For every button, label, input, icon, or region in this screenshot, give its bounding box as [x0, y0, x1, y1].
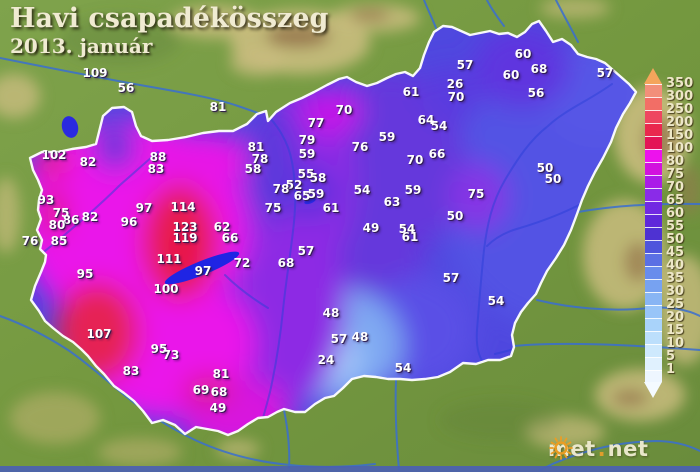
legend-segment	[645, 175, 662, 188]
legend-label: 200	[666, 115, 694, 130]
legend-segment	[645, 97, 662, 110]
sun-icon	[549, 436, 573, 460]
legend-label: 250	[666, 102, 694, 117]
lake-balaton	[164, 251, 240, 285]
legend-arrow-top-icon	[644, 68, 662, 84]
field-blob	[94, 124, 136, 170]
legend-segment	[645, 344, 662, 357]
rivers-inside	[39, 83, 613, 419]
field-blob	[43, 188, 65, 236]
map-title: Havi csapadékösszeg	[10, 3, 329, 34]
legend-label: 40	[666, 258, 685, 273]
legend-label: 20	[666, 310, 685, 325]
legend-label: 30	[666, 284, 685, 299]
legend-segment	[645, 240, 662, 253]
legend-below-one-segment	[645, 370, 662, 382]
field-blob	[235, 205, 345, 405]
legend-segment	[645, 162, 662, 175]
field-blob	[286, 164, 338, 220]
legend-bar	[645, 84, 662, 370]
legend-segment	[645, 253, 662, 266]
legend-label: 75	[666, 167, 685, 182]
legend-label: 80	[666, 154, 685, 169]
field-blob	[246, 107, 298, 223]
bottom-river-strip	[0, 466, 700, 472]
map-subtitle: 2013. január	[10, 34, 153, 58]
field-blob	[448, 163, 508, 231]
legend-label: 60	[666, 206, 685, 221]
color-scale-legend	[644, 68, 662, 398]
legend-segment	[645, 331, 662, 344]
legend-label: 300	[666, 89, 694, 104]
title-block: Havi csapadékösszeg 2013. január	[10, 3, 329, 59]
logo-text-net: net	[607, 437, 649, 461]
legend-label: 65	[666, 193, 685, 208]
field-blob	[35, 149, 69, 175]
legend-label: 15	[666, 323, 685, 338]
legend-arrow-bottom-icon	[644, 382, 662, 398]
legend-label: 35	[666, 271, 685, 286]
legend-label: 70	[666, 180, 685, 195]
legend-label: 1	[666, 362, 676, 377]
field-blob	[302, 88, 362, 136]
legend-label: 100	[666, 141, 694, 156]
legend-label: 350	[666, 76, 694, 91]
logo-dot: .	[597, 437, 606, 461]
legend-segment	[645, 136, 662, 149]
legend-segment	[645, 292, 662, 305]
legend-segment	[645, 214, 662, 227]
legend-label: 25	[666, 297, 685, 312]
field-blob	[420, 67, 480, 123]
legend-segment	[645, 188, 662, 201]
legend-label: 5	[666, 349, 676, 364]
lake-ferto	[61, 116, 79, 138]
legend-segment	[645, 279, 662, 292]
legend-segment	[645, 201, 662, 214]
legend-segment	[645, 110, 662, 123]
legend-segment	[645, 149, 662, 162]
legend-label: 10	[666, 336, 685, 351]
legend-segment	[645, 227, 662, 240]
legend-label: 50	[666, 232, 685, 247]
legend-segment	[645, 123, 662, 136]
legend-segment	[645, 318, 662, 331]
hungary-border	[28, 19, 638, 437]
field-blob	[145, 132, 255, 188]
legend-label: 45	[666, 245, 685, 260]
field-blob	[474, 28, 570, 108]
legend-segment	[645, 357, 662, 370]
legend-label: 150	[666, 128, 694, 143]
field-blob	[184, 376, 232, 404]
lake-velence	[304, 197, 316, 205]
legend-segment	[645, 305, 662, 318]
legend-segment	[645, 266, 662, 279]
metnet-logo: met. net	[548, 435, 648, 463]
legend-segment	[645, 84, 662, 97]
legend-label: 55	[666, 219, 685, 234]
